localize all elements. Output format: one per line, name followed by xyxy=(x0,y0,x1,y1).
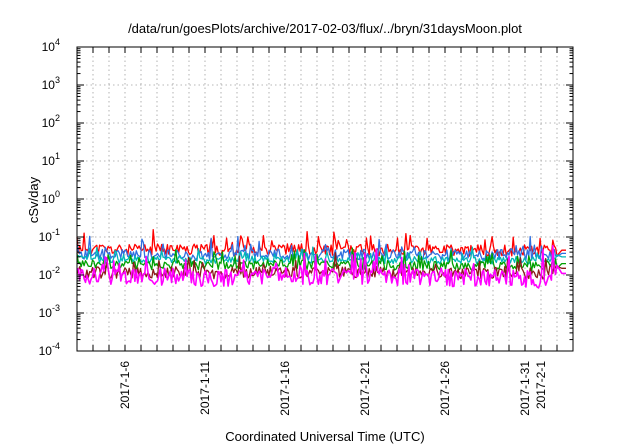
y-tick-label: 104 xyxy=(42,37,60,54)
y-tick-label: 10-3 xyxy=(39,303,60,320)
y-tick-label: 103 xyxy=(42,75,60,92)
gridlines xyxy=(77,47,573,351)
x-tick-label: 2017-1-6 xyxy=(118,361,132,409)
x-axis-label: Coordinated Universal Time (UTC) xyxy=(225,429,424,444)
y-tick-label: 102 xyxy=(42,113,60,130)
x-tick-labels: 2017-1-6 2017-1-11 2017-1-16 2017-1-21 2017-… xyxy=(118,361,548,416)
y-axis-label: cSv/day xyxy=(26,176,41,223)
series-line xyxy=(76,244,566,289)
y-tick-label: 10-1 xyxy=(39,227,60,244)
chart-title: /data/run/goesPlots/archive/2017-02-03/f… xyxy=(128,21,522,36)
ticks xyxy=(77,46,573,352)
y-tick-label: 100 xyxy=(42,189,60,206)
x-tick-label: 2017-1-31 xyxy=(518,361,532,416)
x-tick-label: 2017-1-11 xyxy=(198,361,212,415)
x-tick-label: 2017-2-1 xyxy=(534,361,548,409)
y-tick-labels: 10-4 10-3 10-2 10-1 100 101 102 103 104 xyxy=(39,37,60,358)
y-tick-label: 101 xyxy=(42,151,60,168)
x-tick-label: 2017-1-21 xyxy=(358,361,372,416)
y-tick-label: 10-4 xyxy=(39,341,60,358)
y-tick-label: 10-2 xyxy=(39,265,60,282)
series-line xyxy=(76,247,566,272)
x-tick-label: 2017-1-26 xyxy=(438,361,452,416)
series-line xyxy=(76,235,566,262)
series-layer xyxy=(76,229,566,289)
x-tick-label: 2017-1-16 xyxy=(278,361,292,416)
